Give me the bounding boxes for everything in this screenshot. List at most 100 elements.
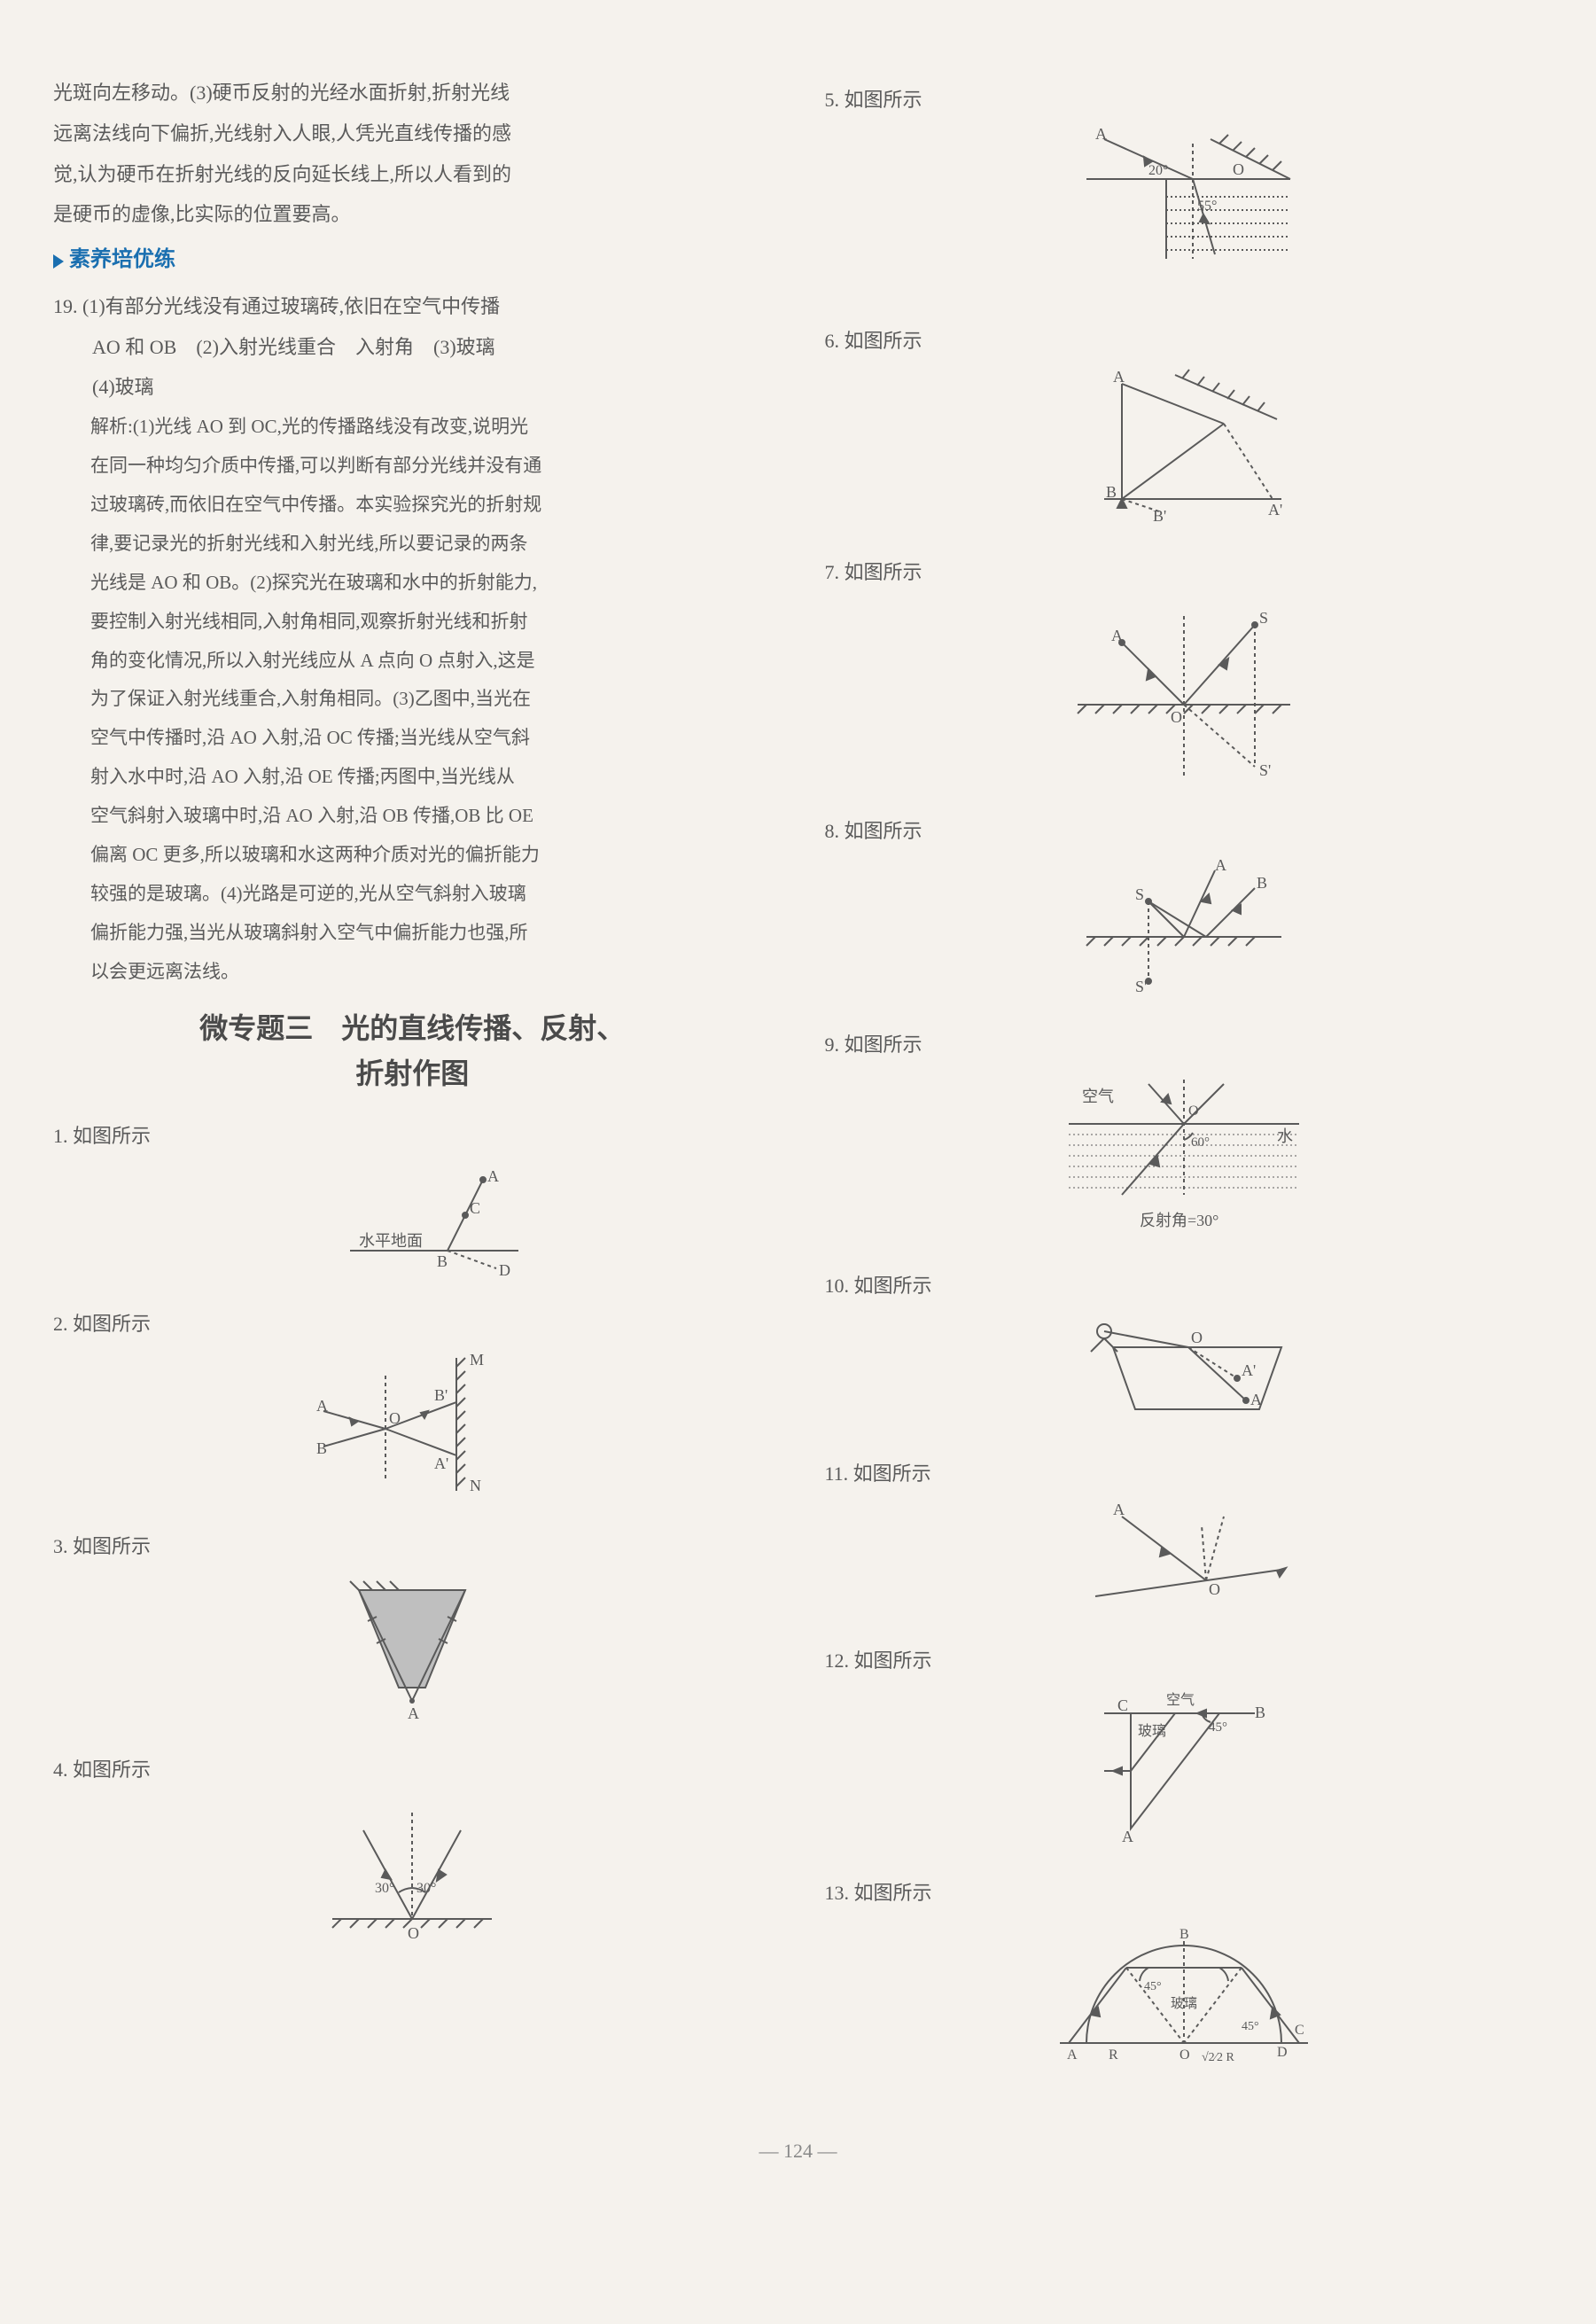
fig5-diagram: A O 20° 55°	[1060, 126, 1308, 294]
fig6-Bp: B'	[1153, 507, 1166, 525]
cont-line-3: 是硬币的虚像,比实际的位置要高。	[53, 196, 772, 233]
fig9-O: O	[1188, 1104, 1199, 1119]
fig6-svg-wrap: A B A' B'	[825, 366, 1544, 538]
fig13-svg-wrap: A B C D R O 玻璃 45° 45° √2⁄2 R	[825, 1919, 1544, 2091]
fig2-label: 2. 如图所示	[53, 1306, 772, 1343]
right-column: 5. 如图所示	[825, 71, 1544, 2106]
fig8-svg-wrap: A B S S'	[825, 857, 1544, 1011]
analysis-label: 解析:	[90, 416, 133, 437]
fig10-O: O	[1191, 1329, 1203, 1346]
fig2-svg-wrap: A B B' A' O M N	[53, 1349, 772, 1512]
q19-a-10: 空气斜射入玻璃中时,沿 AO 入射,沿 OB 传播,OB 比 OE	[90, 799, 772, 834]
q19-a-13: 偏折能力强,当光从玻璃斜射入空气中偏折能力也强,所	[90, 916, 772, 951]
fig5-block: 5. 如图所示	[825, 82, 1544, 307]
q19-a-4: 光线是 AO 和 OB。(2)探究光在玻璃和水中的折射能力,	[90, 565, 772, 601]
fig12-label: 12. 如图所示	[825, 1642, 1544, 1680]
fig4-diagram: 30° 30° O	[315, 1795, 510, 1946]
fig3-svg-wrap: A	[53, 1572, 772, 1735]
section-header: 素养培优练	[53, 240, 772, 281]
fig11-O: O	[1209, 1580, 1220, 1598]
fig5-O: O	[1233, 160, 1244, 178]
fig8-A: A	[1215, 857, 1226, 874]
fig2-O: O	[389, 1409, 401, 1427]
fig10-Ap: A'	[1242, 1361, 1256, 1379]
fig1-label: 1. 如图所示	[53, 1118, 772, 1155]
fig7-block: 7. 如图所示	[825, 554, 1544, 797]
fig1-A: A	[487, 1167, 499, 1185]
fig10-A: A	[1250, 1391, 1262, 1408]
fig1-ground: 水平地面	[359, 1232, 423, 1250]
q19-answer: 19. (1)有部分光线没有通过玻璃砖,依旧在空气中传播 AO 和 OB (2)…	[53, 288, 772, 406]
fig7-A: A	[1111, 627, 1123, 644]
fig6-label: 6. 如图所示	[825, 323, 1544, 360]
fig4-block: 4. 如图所示	[53, 1751, 772, 1959]
fig11-svg-wrap: A O	[825, 1499, 1544, 1626]
fig12-diagram: C B A 空气 玻璃 45°	[1078, 1687, 1290, 1846]
fig7-S: S	[1259, 609, 1268, 627]
fig3-label: 3. 如图所示	[53, 1528, 772, 1565]
fig12-A: A	[1122, 1828, 1133, 1845]
fig7-Sp: S'	[1259, 761, 1271, 779]
fig4-O: O	[408, 1924, 419, 1942]
fig5-svg-wrap: A O 20° 55°	[825, 126, 1544, 307]
fig3-block: 3. 如图所示 A	[53, 1528, 772, 1735]
q19-a-2: 过玻璃砖,而依旧在空气中传播。本实验探究光的折射规	[90, 487, 772, 523]
fig1-block: 1. 如图所示 A C B D 水平地面	[53, 1118, 772, 1290]
fig2-block: 2. 如图所示	[53, 1306, 772, 1513]
fig4-ang1: 30°	[375, 1881, 394, 1896]
fig9-svg-wrap: 空气 水 O 60° 反射角=30°	[825, 1071, 1544, 1252]
fig7-label: 7. 如图所示	[825, 554, 1544, 591]
q19-a-6: 角的变化情况,所以入射光线应从 A 点向 O 点射入,这是	[90, 643, 772, 679]
fig7-diagram: A S S' O	[1060, 598, 1308, 784]
fig12-B: B	[1255, 1704, 1265, 1721]
fig12-air: 空气	[1166, 1692, 1195, 1708]
fig2-N: N	[470, 1477, 481, 1494]
q19-line-2: (4)玻璃	[53, 369, 772, 406]
fig8-diagram: A B S S'	[1069, 857, 1299, 999]
fig4-label: 4. 如图所示	[53, 1751, 772, 1789]
fig8-label: 8. 如图所示	[825, 813, 1544, 850]
fig1-svg-wrap: A C B D 水平地面	[53, 1162, 772, 1290]
fig2-diagram: A B B' A' O M N	[297, 1349, 527, 1500]
fig13-R: R	[1109, 2047, 1118, 2063]
fig10-label: 10. 如图所示	[825, 1267, 1544, 1305]
fig2-B: B	[316, 1439, 327, 1457]
fig10-block: 10. 如图所示 O A A'	[825, 1267, 1544, 1439]
fig1-D: D	[499, 1261, 510, 1277]
fig13-O: O	[1179, 2047, 1190, 2063]
fig13-a2: 45°	[1242, 2020, 1259, 2033]
fig9-ang: 60°	[1191, 1135, 1210, 1150]
fig5-a1: 20°	[1148, 163, 1168, 178]
fig4-svg-wrap: 30° 30° O	[53, 1795, 772, 1958]
fig3-A: A	[408, 1704, 419, 1722]
mini-title-line1: 微专题三 光的直线传播、反射、	[53, 1006, 772, 1051]
cont-line-0: 光斑向左移动。(3)硬币反射的光经水面折射,折射光线	[53, 74, 772, 112]
fig12-svg-wrap: C B A 空气 玻璃 45°	[825, 1687, 1544, 1859]
fig5-A: A	[1095, 126, 1107, 143]
fig9-cap: 反射角=30°	[1140, 1212, 1218, 1229]
fig8-Sp: S'	[1135, 978, 1147, 995]
cont-line-2: 觉,认为硬币在折射光线的反向延长线上,所以人看到的	[53, 156, 772, 193]
fig6-B: B	[1106, 483, 1117, 501]
mini-topic-title: 微专题三 光的直线传播、反射、 折射作图	[53, 1006, 772, 1096]
fig13-block: 13. 如图所示	[825, 1875, 1544, 2091]
fig11-A: A	[1113, 1501, 1125, 1518]
q19-a-11: 偏离 OC 更多,所以玻璃和水这两种介质对光的偏折能力	[90, 838, 772, 873]
q19-a-3: 律,要记录光的折射光线和入射光线,所以要记录的两条	[90, 526, 772, 562]
fig5-label: 5. 如图所示	[825, 82, 1544, 119]
page-container: 光斑向左移动。(3)硬币反射的光经水面折射,折射光线 远离法线向下偏折,光线射入…	[53, 71, 1543, 2106]
fig8-S: S	[1135, 885, 1144, 903]
fig8-B: B	[1257, 874, 1267, 892]
fig4-ang2: 30°	[417, 1881, 436, 1896]
cont-line-1: 远离法线向下偏折,光线射入人眼,人凭光直线传播的感	[53, 115, 772, 152]
fig3-diagram: A	[323, 1572, 501, 1723]
q19-a-8: 空气中传播时,沿 AO 入射,沿 OC 传播;当光线从空气斜	[90, 721, 772, 756]
fig13-frac: √2⁄2 R	[1202, 2051, 1235, 2064]
fig2-Ap: A'	[434, 1454, 448, 1472]
fig1-B: B	[437, 1252, 448, 1270]
fig10-svg-wrap: O A A'	[825, 1312, 1544, 1439]
q19-a-0: (1)光线 AO 到 OC,光的传播路线没有改变,说明光	[133, 416, 528, 437]
fig7-O: O	[1171, 708, 1182, 726]
fig11-block: 11. 如图所示 A O	[825, 1455, 1544, 1627]
fig13-C: C	[1295, 2023, 1304, 2038]
